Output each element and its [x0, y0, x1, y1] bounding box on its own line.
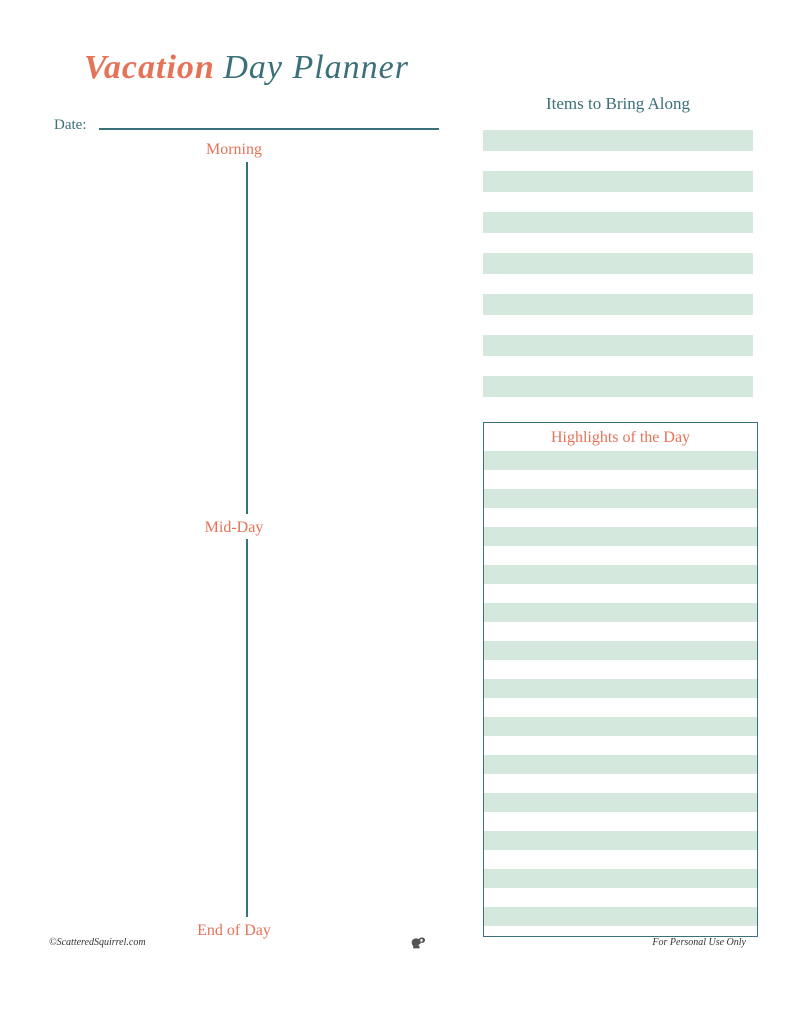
highlights-row [484, 793, 757, 812]
title-word-day-planner: Day Planner [223, 49, 409, 86]
items-row [483, 253, 753, 274]
items-row [483, 171, 753, 192]
highlights-row [484, 717, 757, 736]
highlights-row [484, 451, 757, 470]
highlights-row [484, 907, 757, 926]
items-row [483, 376, 753, 397]
date-underline [99, 128, 439, 130]
highlights-row [484, 603, 757, 622]
page-title: Vacation Day Planner [84, 49, 409, 87]
title-word-vacation: Vacation [84, 49, 215, 86]
squirrel-icon [409, 935, 425, 951]
highlights-row [484, 755, 757, 774]
page-content: Vacation Day Planner Date: Morning Mid-D… [24, 24, 771, 996]
highlights-row [484, 489, 757, 508]
footer-copyright: ©ScatteredSquirrel.com [49, 937, 146, 948]
highlights-row [484, 679, 757, 698]
planner-page: Vacation Day Planner Date: Morning Mid-D… [0, 0, 795, 1020]
items-row [483, 130, 753, 151]
highlights-row [484, 641, 757, 660]
highlights-row [484, 869, 757, 888]
highlights-row [484, 831, 757, 850]
timeline-label-morning: Morning [24, 141, 444, 159]
timeline-line-1 [246, 162, 248, 514]
highlights-rows-container [484, 451, 757, 926]
items-row [483, 212, 753, 233]
highlights-row [484, 527, 757, 546]
highlights-box: Highlights of the Day [483, 422, 758, 937]
highlights-title: Highlights of the Day [484, 423, 757, 451]
items-section-title: Items to Bring Along [483, 94, 753, 114]
timeline-line-2 [246, 539, 248, 917]
date-label: Date: [54, 117, 86, 134]
items-row [483, 294, 753, 315]
items-row [483, 335, 753, 356]
timeline-label-midday: Mid-Day [24, 519, 444, 537]
footer-usage: For Personal Use Only [652, 937, 746, 948]
highlights-row [484, 565, 757, 584]
